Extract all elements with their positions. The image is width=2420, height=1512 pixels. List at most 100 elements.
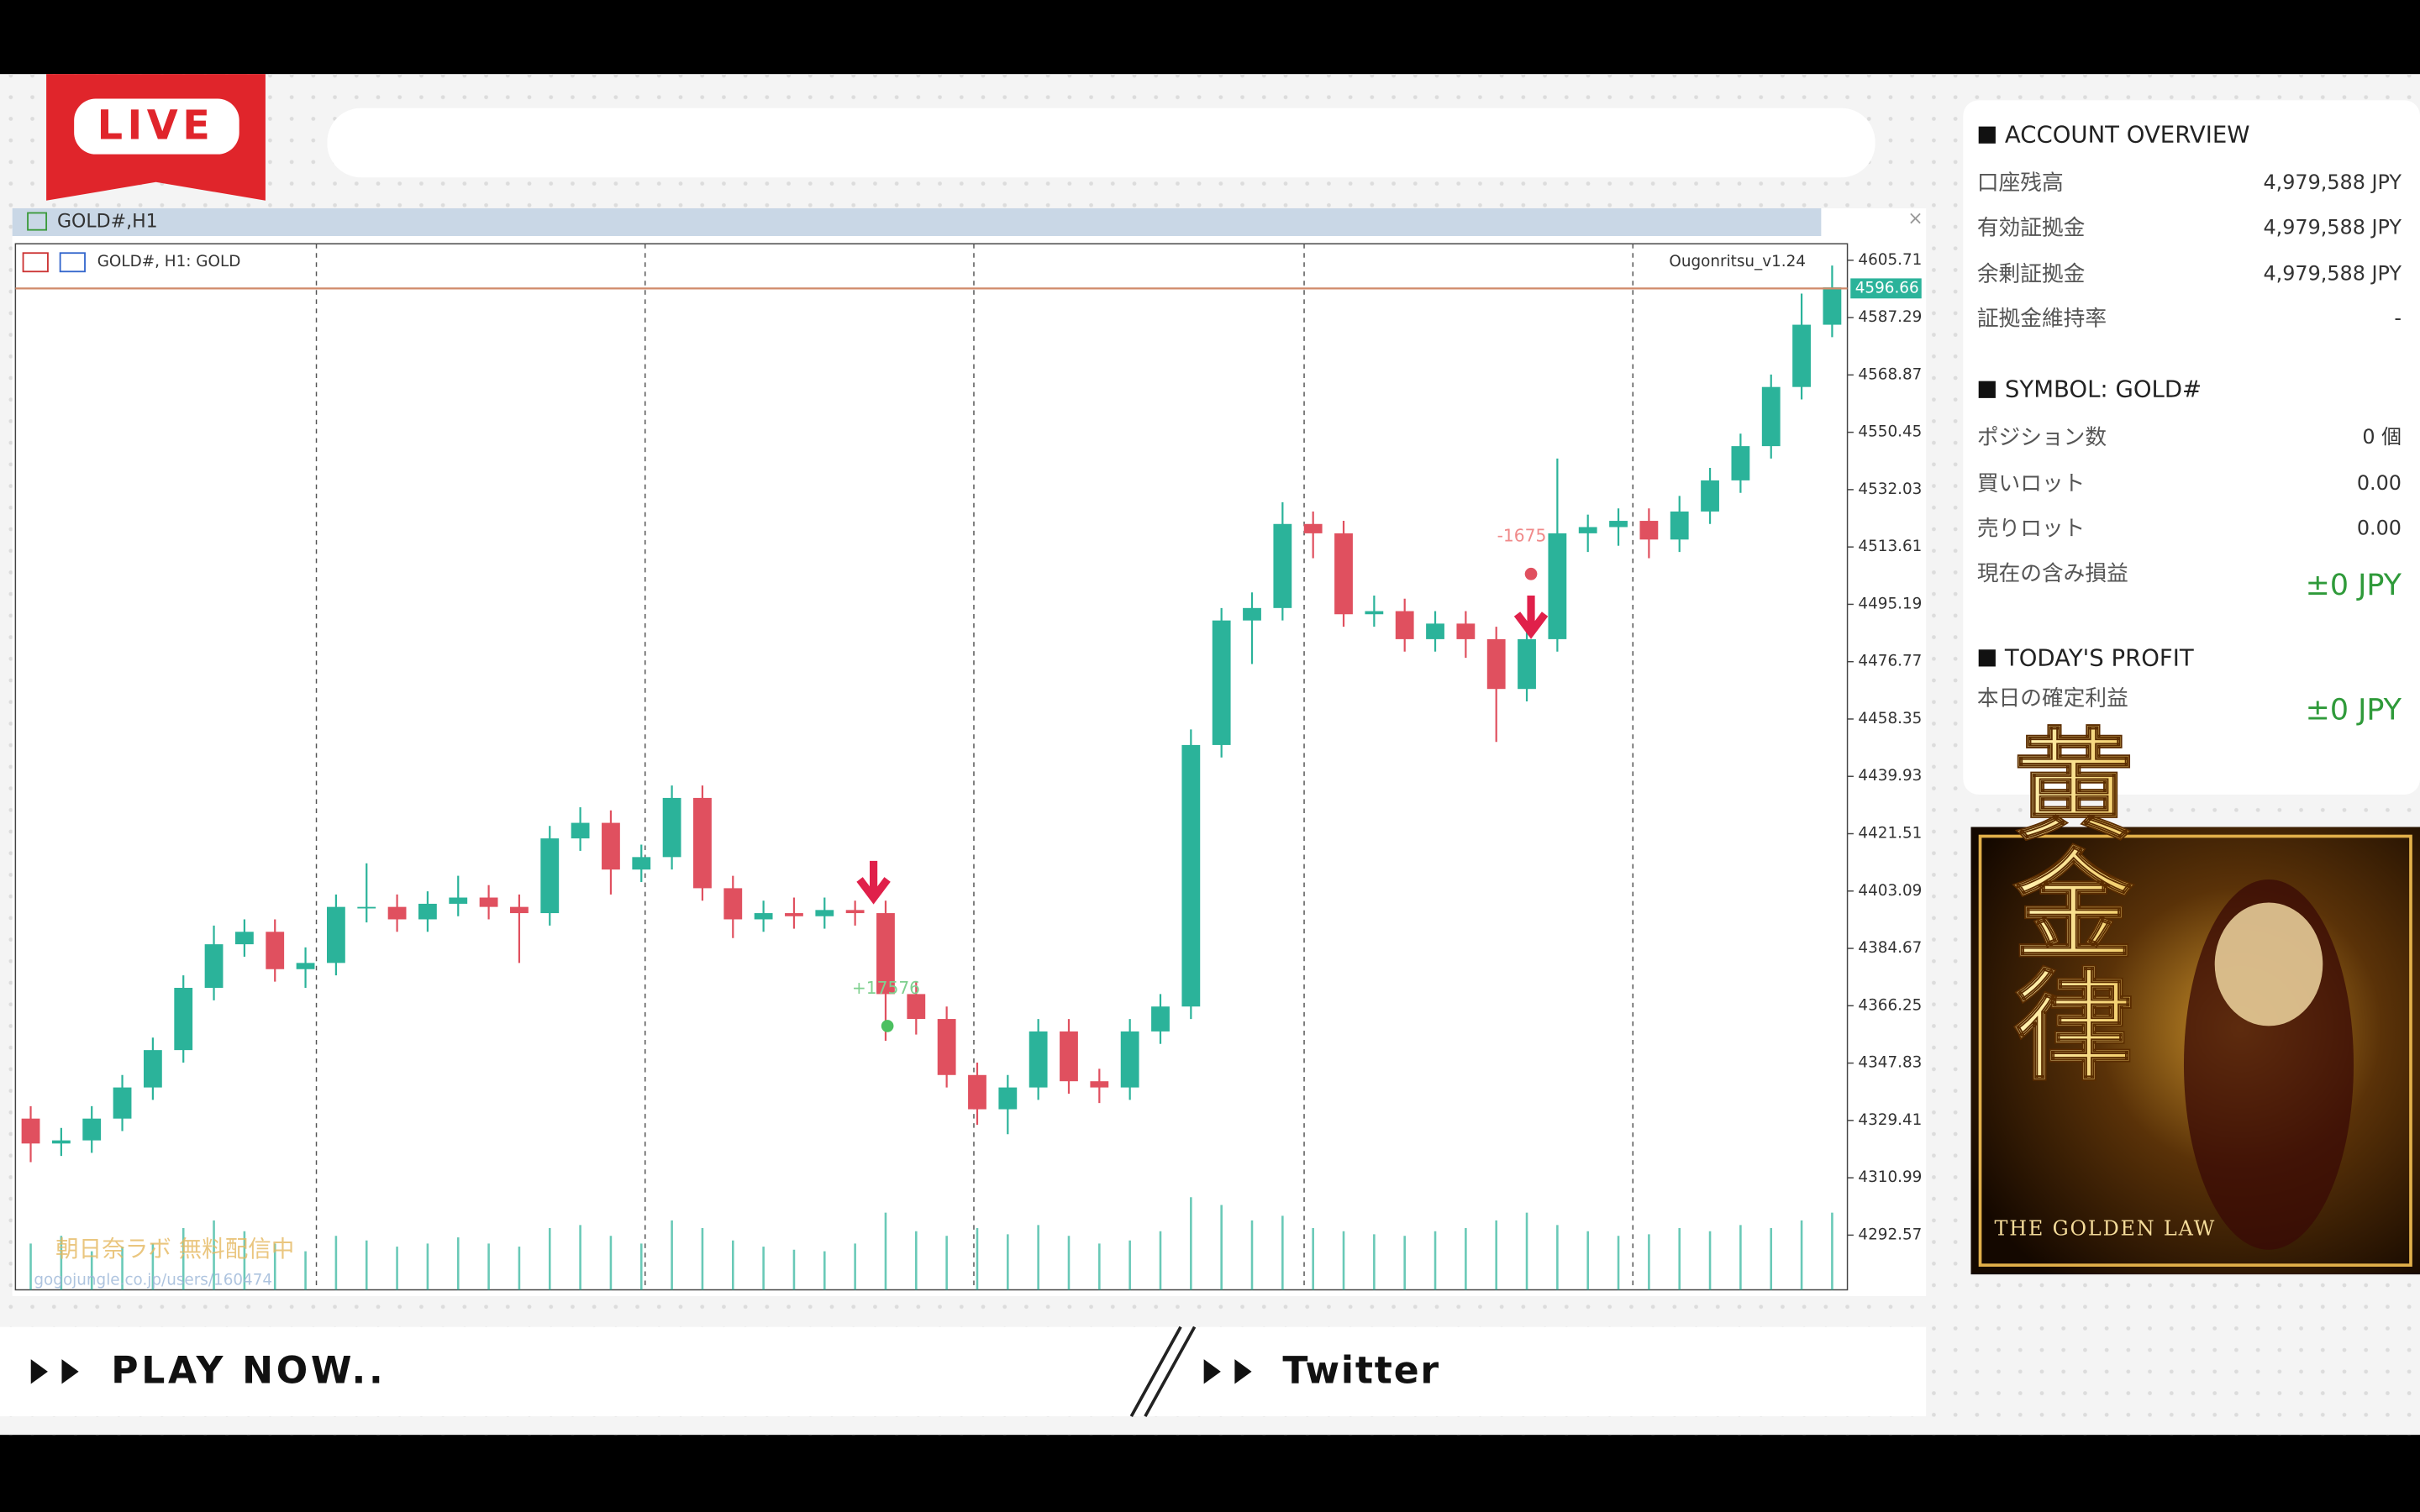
y-tick-label: 4458.35 bbox=[1858, 710, 1922, 727]
y-tick-label: 4329.41 bbox=[1858, 1111, 1922, 1129]
footer-bar bbox=[0, 1326, 1927, 1417]
candle-body bbox=[1303, 523, 1323, 533]
candle-body bbox=[479, 897, 498, 907]
candle-body bbox=[754, 913, 773, 920]
candle-body bbox=[357, 906, 376, 909]
candle-body bbox=[204, 944, 224, 989]
banner-subtitle: THE GOLDEN LAW bbox=[1995, 1216, 2217, 1240]
candle-body bbox=[968, 1074, 986, 1110]
y-tick-label: 4403.09 bbox=[1858, 882, 1922, 900]
candle-body bbox=[418, 903, 437, 920]
account-panel-content: ACCOUNT OVERVIEW 口座残高 4,979,588 JPY 有効証拠金 4,… bbox=[1977, 122, 2402, 727]
banner-frame bbox=[1978, 834, 2412, 1267]
candle-body bbox=[693, 797, 712, 889]
candle-body bbox=[21, 1118, 40, 1144]
candle-body bbox=[1273, 523, 1292, 608]
entry-dot bbox=[1524, 567, 1538, 580]
y-tick-label: 4568.87 bbox=[1858, 365, 1922, 383]
candle-body bbox=[602, 822, 620, 870]
candle-body bbox=[662, 797, 681, 858]
candle-body bbox=[1395, 611, 1414, 639]
candle-body bbox=[845, 910, 865, 914]
y-tick-label: 4421.51 bbox=[1858, 825, 1922, 843]
indicator-label: Ougonritsu_v1.24 bbox=[1669, 253, 1806, 270]
candle-body bbox=[907, 994, 926, 1020]
row-value: ±0 JPY bbox=[2306, 694, 2402, 727]
current-price-box bbox=[1850, 278, 1922, 299]
y-tick-label: 4532.03 bbox=[1858, 480, 1922, 498]
y-tick-label: 4605.71 bbox=[1858, 251, 1922, 269]
candle-body bbox=[785, 913, 803, 916]
row-label: 買いロット bbox=[1977, 471, 2086, 496]
candle-body bbox=[1120, 1031, 1139, 1088]
vertical-grid bbox=[315, 244, 1634, 1290]
candle-body bbox=[998, 1087, 1018, 1110]
y-tick-label: 4366.25 bbox=[1858, 996, 1922, 1014]
row-label: 売りロット bbox=[1977, 517, 2086, 542]
y-tick-label: 4347.83 bbox=[1858, 1054, 1922, 1072]
window-title: GOLD#,H1 bbox=[57, 211, 158, 232]
row-label: 余剰証拠金 bbox=[1977, 261, 2086, 286]
banner-figure bbox=[2214, 902, 2323, 1026]
row-value: 0 個 bbox=[2362, 425, 2402, 449]
candle-body bbox=[327, 906, 345, 963]
top-bar bbox=[327, 108, 1876, 178]
banner-title: 黄金律 bbox=[1993, 722, 2134, 1084]
candle-body bbox=[1609, 521, 1628, 528]
section-bullet bbox=[1978, 381, 1996, 398]
row-label: 本日の確定利益 bbox=[1977, 686, 2128, 711]
y-tick-label: 4587.29 bbox=[1858, 308, 1922, 326]
candle-body bbox=[540, 838, 560, 914]
candle-body bbox=[113, 1087, 132, 1119]
trade-annotation: +17576 bbox=[852, 978, 920, 998]
play-icon bbox=[1203, 1359, 1252, 1384]
footer-left[interactable]: PLAY NOW.. bbox=[111, 1350, 386, 1393]
row-value: 4,979,588 JPY bbox=[2263, 215, 2402, 239]
entry-dot bbox=[881, 1020, 894, 1032]
y-tick-label: 4292.57 bbox=[1858, 1226, 1922, 1243]
row-value: - bbox=[2394, 307, 2402, 330]
row-value: 4,979,588 JPY bbox=[2263, 261, 2402, 285]
candle-body bbox=[387, 906, 407, 920]
window-icon bbox=[27, 212, 48, 231]
candle-body bbox=[1243, 607, 1261, 621]
candle-body bbox=[234, 932, 254, 945]
current-price-label: 4596.66 bbox=[1855, 279, 1919, 297]
row-value: 0.00 bbox=[2357, 517, 2402, 540]
row-label: 有効証拠金 bbox=[1977, 215, 2086, 240]
candle-body bbox=[1578, 527, 1597, 533]
chart-label: GOLD#, H1: GOLD bbox=[97, 253, 241, 270]
row-label: ポジション数 bbox=[1977, 425, 2107, 450]
play-icon bbox=[30, 1359, 79, 1384]
candle-body bbox=[1823, 287, 1842, 325]
candle-body bbox=[1518, 638, 1536, 690]
candle-body bbox=[1548, 533, 1567, 639]
trade-annotation: -1675 bbox=[1497, 526, 1547, 546]
section-title: TODAY'S PROFIT bbox=[2004, 644, 2194, 671]
candle-body bbox=[1701, 480, 1719, 512]
candle-body bbox=[1212, 620, 1231, 745]
candle-body bbox=[1670, 511, 1689, 540]
account-panel bbox=[1963, 100, 2420, 795]
candle-body bbox=[876, 913, 895, 995]
candlestick-chart: 4605.71 4587.29 4568.87 4550.45 4532.03 4513.… bbox=[15, 251, 1922, 1290]
footer-right[interactable]: Twitter bbox=[1282, 1350, 1440, 1393]
candle-body bbox=[449, 897, 468, 904]
watermark-url: gogojungle.co.jp/users/160474 bbox=[34, 1271, 272, 1289]
candle-body bbox=[1151, 1006, 1170, 1032]
live-text: LIVE bbox=[97, 102, 215, 149]
candle-body bbox=[1731, 446, 1750, 480]
candle-body bbox=[266, 932, 285, 969]
y-tick-label: 4476.77 bbox=[1858, 653, 1922, 670]
candle-body bbox=[1090, 1081, 1109, 1088]
section-bullet bbox=[1978, 649, 1996, 667]
candle-body bbox=[510, 906, 529, 914]
candle-body bbox=[1060, 1031, 1078, 1082]
footer-divider bbox=[1129, 1326, 1197, 1418]
candle-body bbox=[632, 857, 651, 870]
candle-body bbox=[51, 1140, 71, 1144]
close-button[interactable]: × bbox=[1907, 208, 1923, 229]
candle-body bbox=[1639, 521, 1659, 540]
